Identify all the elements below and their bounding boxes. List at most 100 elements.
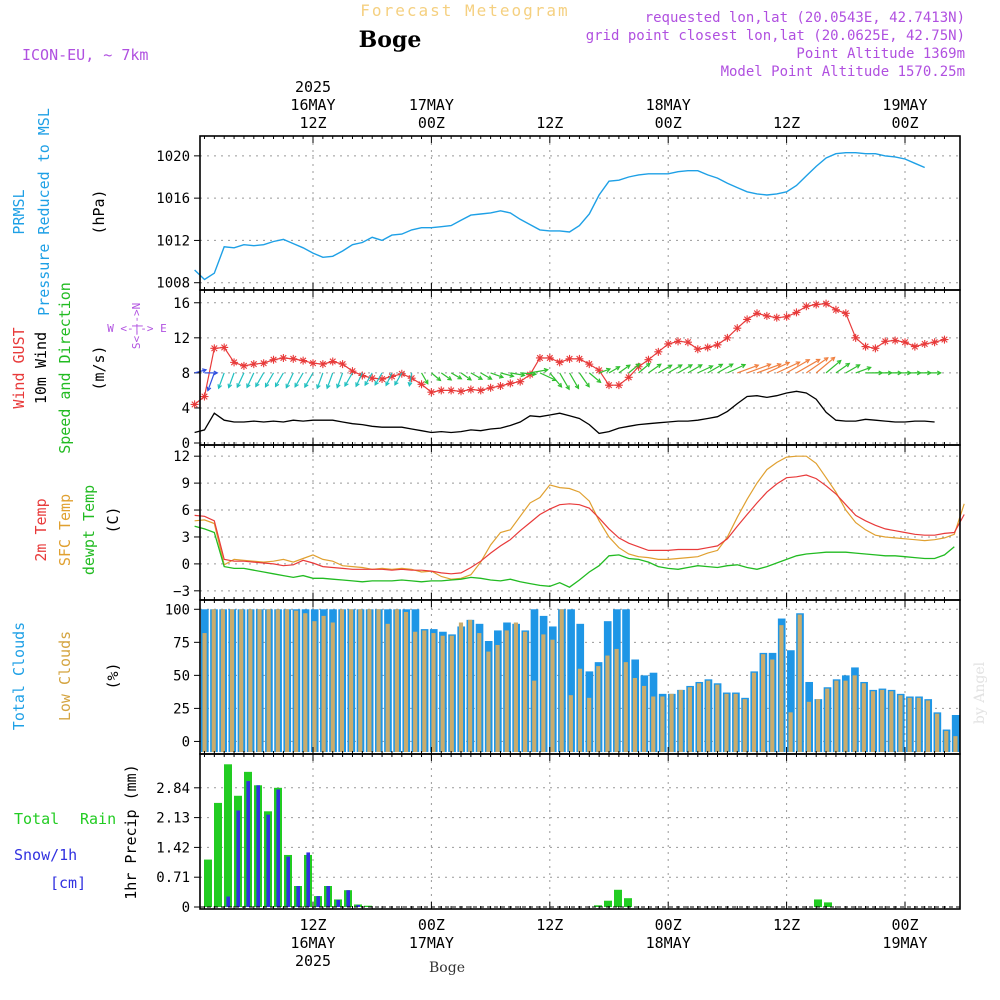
gust-marker (318, 360, 327, 369)
y-tick-label: 9 (182, 476, 190, 492)
precip-rain-label: Rain (80, 810, 116, 828)
time-label: 12Z (536, 916, 563, 934)
wind-arrow-head (677, 364, 683, 369)
gust-marker (378, 375, 387, 384)
time-label: 2025 (295, 78, 331, 96)
wind-arrow (697, 365, 713, 374)
wind-arrow-head (615, 366, 621, 371)
gust-marker (417, 380, 426, 389)
temp-dewpt-label: dewpt Temp (80, 485, 98, 575)
rain-bar (814, 899, 822, 907)
wind-arrow (855, 366, 871, 374)
gust-marker (861, 342, 870, 351)
gust-marker (545, 353, 554, 362)
gust-marker (437, 386, 446, 395)
wind-arrow (618, 364, 631, 374)
wind-arrow (374, 372, 383, 386)
time-label: 17MAY (409, 96, 454, 114)
low-cloud-bar (477, 633, 482, 752)
low-cloud-bar (715, 684, 720, 752)
low-cloud-bar (568, 695, 573, 752)
snow-bar (266, 814, 270, 907)
time-label: 19MAY (882, 96, 927, 114)
wind-arrow (805, 357, 829, 374)
wind-arrow-head (625, 364, 631, 370)
wind-arrow-head (667, 364, 673, 369)
wind-arrow (480, 372, 492, 380)
precip-snow-label: Snow/1h (14, 846, 77, 864)
low-cloud-bar (367, 609, 372, 752)
wind-arrow (638, 362, 651, 374)
wind-arrow (421, 372, 429, 384)
wind-arrow-head (274, 382, 280, 388)
low-cloud-bar (733, 693, 738, 752)
low-cloud-bar (861, 683, 866, 752)
wind-arrow (344, 372, 353, 387)
sfc-temp-line (194, 455, 965, 580)
gust-marker (535, 353, 544, 362)
wind-arrow-head (565, 385, 570, 391)
time-label: 00Z (418, 114, 445, 132)
wind-gust-label: Wind GUST (10, 327, 28, 408)
wind-arrow-head (574, 384, 580, 390)
wind-arrow (529, 369, 548, 374)
y-tick-label: 8 (182, 366, 190, 382)
y-tick-label: 0 (182, 557, 190, 573)
low-cloud-bar (431, 633, 436, 752)
wind-arrow-head (236, 383, 241, 389)
panel-frames (199, 135, 961, 910)
low-cloud-bar (504, 630, 509, 752)
low-cloud-bar (843, 680, 848, 752)
wind-arrow (796, 358, 821, 374)
wind-arrow-head (785, 361, 791, 367)
snow-bar (326, 886, 330, 907)
wind-arrow-head (304, 383, 309, 389)
time-label: 12Z (773, 916, 800, 934)
snow-bar (296, 886, 300, 907)
rain-bar (614, 889, 622, 907)
time-label: 18MAY (646, 96, 691, 114)
gust-marker (881, 337, 890, 346)
wind-arrow-head (355, 382, 360, 388)
wind-arrow (394, 372, 403, 386)
y-tick-label: 12 (173, 449, 190, 465)
gust-marker (348, 367, 357, 376)
rain-bar (624, 898, 632, 907)
clouds-panel: 0 25 50 75 100 (165, 602, 960, 752)
low-cloud-bar (413, 631, 418, 752)
wind-arrow (440, 372, 452, 381)
gust-marker (802, 302, 811, 311)
gust-marker (782, 312, 791, 321)
gust-marker (585, 360, 594, 369)
wind-arrow-head (585, 382, 590, 388)
snow-bar (316, 896, 320, 907)
gust-marker (289, 354, 298, 363)
temp-sfc-label: SFC Temp (56, 494, 74, 566)
temperature-panel: −3 0 3 6 9 12 (173, 449, 965, 600)
gust-marker (190, 400, 199, 409)
pressure-panel: 1008 1012 1016 1020 (156, 149, 960, 292)
wind-arrow-head (206, 386, 212, 392)
y-tick-label: 3 (182, 530, 190, 546)
y-tick-label: 100 (165, 602, 190, 618)
wind-arrow (510, 372, 525, 376)
low-cloud-bar (541, 634, 546, 752)
low-cloud-bar (880, 689, 885, 752)
wind-arrow (588, 372, 601, 383)
wind-arrow-head (436, 376, 442, 382)
time-label: 00Z (418, 916, 445, 934)
wind-arrow-head (687, 364, 694, 369)
wind-arrow (385, 372, 393, 386)
wind-arrow-head (708, 365, 714, 370)
gust-marker (723, 333, 732, 342)
low-cloud-bar (403, 611, 409, 752)
low-cloud-bar (495, 644, 500, 752)
snow-bar (236, 810, 240, 907)
gridpoint-coords: grid point closest lon,lat (20.0625E, 42… (586, 28, 965, 44)
wind-arrow (737, 364, 759, 374)
dewpt-line (194, 525, 955, 588)
gust-marker (713, 340, 722, 349)
low-cloud-bar (349, 609, 354, 752)
wind-arrow-head (776, 363, 782, 368)
wind-arrow-head (823, 357, 829, 362)
